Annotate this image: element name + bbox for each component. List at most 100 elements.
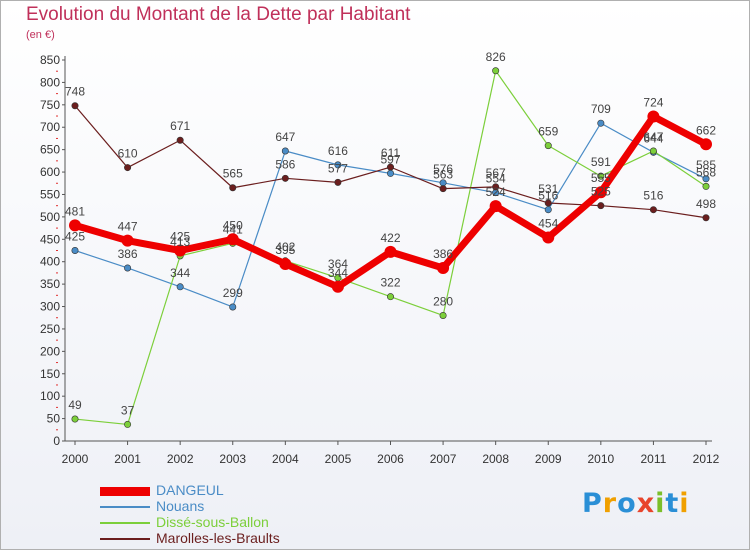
data-label: 659 bbox=[538, 125, 558, 139]
x-tick-label: 2009 bbox=[535, 452, 562, 466]
data-label: 386 bbox=[433, 247, 453, 261]
data-label: 647 bbox=[643, 130, 663, 144]
data-label: 344 bbox=[328, 266, 348, 280]
data-point bbox=[702, 214, 710, 222]
data-point bbox=[174, 244, 187, 257]
data-label: 577 bbox=[328, 161, 348, 175]
data-label: 425 bbox=[65, 230, 85, 244]
y-tick-label: 300 bbox=[40, 300, 60, 314]
data-point bbox=[594, 186, 607, 199]
data-point bbox=[384, 245, 397, 258]
chart-title: Evolution du Montant de la Dette par Hab… bbox=[26, 4, 411, 25]
data-label: 555 bbox=[591, 171, 611, 185]
data-point bbox=[124, 164, 132, 172]
data-label: 395 bbox=[275, 243, 295, 257]
data-label: 386 bbox=[118, 247, 138, 261]
data-label: 616 bbox=[328, 144, 348, 158]
y-tick-label: 200 bbox=[40, 344, 60, 358]
logo-letter: i bbox=[655, 488, 666, 519]
data-point bbox=[386, 163, 394, 171]
y-tick-label: 150 bbox=[40, 367, 60, 381]
x-tick-label: 2001 bbox=[114, 452, 141, 466]
data-point bbox=[226, 233, 239, 246]
data-point bbox=[649, 147, 657, 155]
x-tick-label: 2008 bbox=[482, 452, 509, 466]
data-label: 585 bbox=[696, 158, 716, 172]
y-tick-label: 400 bbox=[40, 255, 60, 269]
y-tick-label: 0 bbox=[53, 434, 60, 448]
data-label: 644 bbox=[643, 131, 663, 145]
y-tick-label: 550 bbox=[40, 187, 60, 201]
data-point bbox=[542, 231, 555, 244]
data-point bbox=[176, 283, 184, 291]
data-point bbox=[69, 219, 81, 232]
data-point bbox=[334, 161, 342, 169]
data-label: 567 bbox=[486, 166, 506, 180]
data-label: 447 bbox=[118, 220, 138, 234]
y-tick-label: 850 bbox=[40, 53, 60, 67]
data-point bbox=[281, 174, 289, 182]
data-point bbox=[647, 110, 660, 123]
legend-swatch bbox=[100, 522, 150, 524]
x-tick-label: 2011 bbox=[641, 452, 667, 466]
legend-swatch bbox=[100, 506, 150, 508]
data-label: 450 bbox=[223, 218, 243, 232]
data-point bbox=[544, 206, 552, 214]
x-tick-label: 2004 bbox=[272, 452, 299, 466]
y-tick-label: 600 bbox=[40, 165, 60, 179]
x-tick-label: 2007 bbox=[430, 452, 457, 466]
data-point bbox=[334, 178, 342, 186]
proxiti-logo: Proxiti bbox=[582, 488, 690, 519]
x-tick-label: 2005 bbox=[325, 452, 352, 466]
data-point bbox=[492, 183, 500, 191]
data-label: 49 bbox=[68, 398, 82, 412]
data-point bbox=[597, 202, 605, 210]
logo-letter: t bbox=[665, 488, 680, 519]
y-tick-label: 700 bbox=[40, 120, 60, 134]
data-label: 425 bbox=[170, 230, 190, 244]
data-label: 591 bbox=[591, 155, 611, 169]
x-tick-label: 2010 bbox=[587, 452, 614, 466]
data-point bbox=[124, 420, 132, 428]
data-label: 516 bbox=[538, 189, 558, 203]
data-label: 565 bbox=[223, 167, 243, 181]
data-label: 647 bbox=[275, 130, 295, 144]
data-point bbox=[229, 303, 237, 311]
y-unit-label: (en €) bbox=[26, 29, 55, 41]
data-label: 576 bbox=[433, 162, 453, 176]
data-point bbox=[492, 67, 500, 75]
data-label: 280 bbox=[433, 294, 453, 308]
y-tick-label: 800 bbox=[40, 75, 60, 89]
x-tick-label: 2012 bbox=[693, 452, 720, 466]
data-label: 402 bbox=[275, 240, 295, 254]
data-point bbox=[489, 200, 502, 213]
legend-label: DANGEUL bbox=[156, 482, 224, 498]
data-label: 531 bbox=[538, 182, 558, 196]
y-tick-label: 50 bbox=[47, 412, 61, 426]
y-tick-label: 250 bbox=[40, 322, 60, 336]
data-label: 413 bbox=[170, 235, 190, 249]
logo-letter: x bbox=[636, 488, 656, 519]
data-label: 597 bbox=[380, 152, 400, 166]
data-label: 322 bbox=[380, 276, 400, 290]
data-label: 525 bbox=[591, 185, 611, 199]
data-label: 498 bbox=[696, 197, 716, 211]
y-tick-label: 350 bbox=[40, 277, 60, 291]
data-point bbox=[121, 234, 134, 247]
data-point bbox=[544, 142, 552, 150]
data-label: 611 bbox=[381, 146, 400, 160]
data-point bbox=[597, 172, 605, 180]
data-label: 568 bbox=[696, 165, 716, 179]
data-point bbox=[649, 206, 657, 214]
x-tick-label: 2003 bbox=[219, 452, 246, 466]
data-point bbox=[71, 247, 79, 255]
data-point bbox=[439, 185, 447, 193]
data-label: 524 bbox=[486, 185, 506, 199]
data-label: 481 bbox=[65, 204, 85, 218]
y-tick-label: 450 bbox=[40, 232, 60, 246]
legend-swatch bbox=[100, 486, 150, 496]
data-point bbox=[597, 119, 605, 127]
data-point bbox=[279, 257, 292, 270]
